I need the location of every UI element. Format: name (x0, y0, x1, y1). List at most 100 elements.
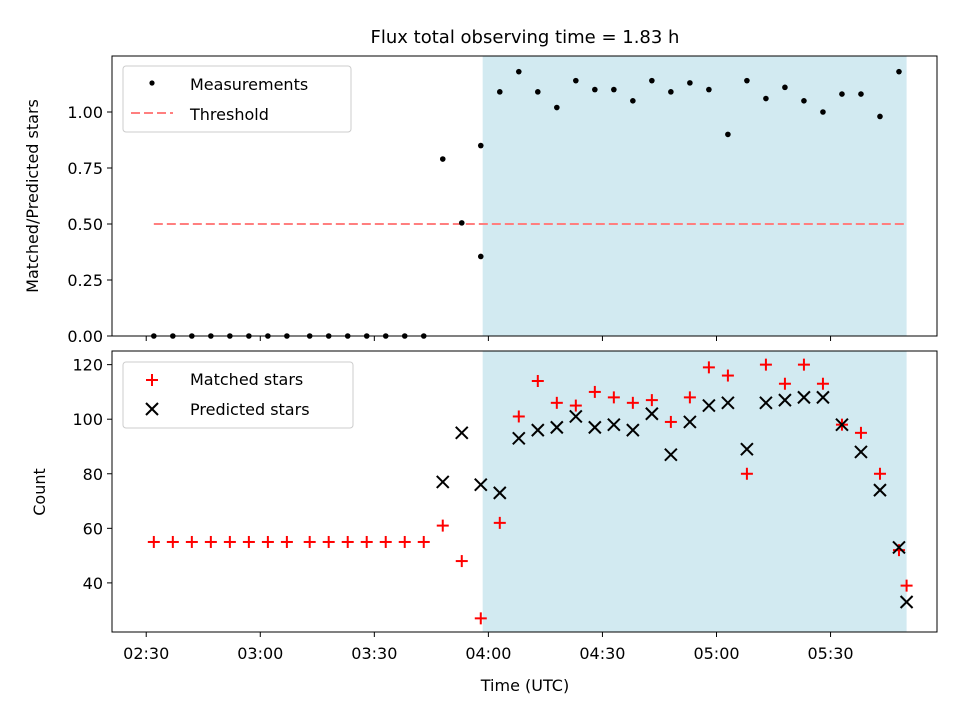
bottom-observing-window-shade (482, 351, 907, 632)
matched-star-point (683, 391, 696, 404)
predicted-star-point (588, 420, 602, 435)
x-tick-label: 03:30 (351, 644, 397, 663)
measurement-point (782, 84, 788, 91)
measurement-point (820, 109, 826, 115)
bottom-y-axis-label: Count (30, 468, 49, 516)
matched-star-point (702, 361, 715, 374)
predicted-star-point (455, 426, 469, 440)
legend-matched-marker (146, 374, 158, 386)
measurement-point (496, 89, 503, 95)
measurement-point (839, 91, 845, 97)
legend-predicted-label: Predicted stars (190, 400, 310, 419)
matched-star-point (398, 535, 411, 548)
matched-star-point (280, 535, 293, 548)
legend-measurements-marker (149, 80, 155, 86)
measurement-point (668, 89, 674, 95)
predicted-star-point (474, 477, 488, 492)
x-tick-label: 02:30 (123, 644, 169, 663)
matched-star-point (455, 555, 468, 568)
bottom-y-tick-label: 100 (72, 410, 103, 429)
top-y-axis-label: Matched/Predicted stars (23, 99, 42, 293)
matched-star-point (550, 396, 563, 409)
top-y-tick-label: 0.50 (67, 215, 103, 234)
matched-star-point (303, 535, 316, 548)
measurement-point (896, 68, 902, 75)
matched-star-point (436, 519, 449, 532)
predicted-star-point (816, 390, 830, 405)
measurement-point (458, 220, 465, 226)
measurement-point (649, 77, 655, 84)
matched-star-point (740, 467, 753, 480)
matched-star-point (900, 579, 913, 592)
matched-star-point (474, 612, 487, 625)
bottom-y-tick-label: 120 (72, 356, 103, 375)
matched-star-point (360, 535, 373, 548)
matched-star-point (322, 535, 335, 548)
legend-measurements-label: Measurements (190, 75, 308, 94)
predicted-star-point (721, 396, 735, 410)
predicted-star-point (892, 540, 906, 555)
bottom-legend: Matched stars Predicted stars (122, 361, 354, 429)
measurement-point (477, 142, 484, 149)
predicted-star-point (550, 420, 564, 435)
matched-star-point (166, 535, 179, 548)
predicted-star-point (835, 417, 849, 432)
matched-star-point (664, 415, 677, 428)
top-y-tick-label: 0.00 (67, 327, 103, 346)
bottom-y-tick-label: 80 (83, 465, 103, 484)
measurement-point (630, 98, 636, 104)
x-tick-label: 04:30 (579, 644, 625, 663)
matched-star-point (759, 358, 772, 371)
matched-star-point (607, 391, 620, 404)
matched-star-point (854, 426, 867, 439)
measurement-point (554, 104, 560, 111)
predicted-star-point (683, 415, 697, 429)
matched-star-point (512, 410, 525, 423)
top-legend: Measurements Threshold (122, 65, 352, 133)
predicted-star-point (531, 423, 545, 437)
predicted-star-point (493, 486, 507, 500)
bottom-y-tick-label: 40 (83, 574, 103, 593)
measurement-point (439, 156, 446, 162)
measurement-point (592, 86, 598, 93)
bottom-legend-box (122, 361, 354, 429)
matched-star-point (721, 369, 734, 382)
matched-star-point (797, 358, 810, 371)
matched-star-point (341, 535, 354, 548)
legend-threshold-label: Threshold (189, 105, 269, 124)
predicted-star-point (759, 396, 773, 410)
measurement-point (611, 86, 617, 93)
matched-star-point (588, 385, 601, 398)
x-tick-label: 05:00 (693, 644, 739, 663)
legend-predicted-marker (145, 402, 159, 416)
bottom-axes-frame (111, 350, 938, 633)
chart-title: Flux total observing time = 1.83 h (371, 27, 680, 48)
x-tick-label: 05:30 (807, 644, 853, 663)
x-axis-label: Time (UTC) (480, 676, 569, 695)
matched-star-point (778, 377, 791, 390)
matched-star-point (531, 375, 544, 388)
measurement-point (877, 113, 883, 120)
matched-star-point (626, 396, 639, 409)
matched-star-point (147, 535, 160, 548)
matched-star-point (569, 399, 582, 412)
measurement-point (515, 68, 522, 75)
measurement-point (687, 80, 693, 86)
predicted-star-point (607, 417, 621, 432)
top-chart-panel: 0.00 0.25 0.50 0.75 1.00 Flux total observin… (23, 27, 938, 346)
matched-star-point (417, 535, 430, 548)
predicted-star-point (797, 390, 811, 405)
predicted-star-point (569, 409, 583, 424)
matched-star-point (493, 516, 506, 529)
matched-star-point (261, 535, 274, 548)
matched-star-point (242, 535, 255, 548)
top-y-tick-label: 0.25 (67, 271, 103, 290)
x-tick-label: 04:00 (465, 644, 511, 663)
top-observing-window-shade (482, 56, 907, 336)
matched-star-point (223, 535, 236, 548)
top-legend-box (122, 65, 352, 133)
predicted-star-point (899, 595, 914, 609)
top-y-tick-label: 1.00 (67, 103, 103, 122)
predicted-star-point (436, 475, 450, 489)
